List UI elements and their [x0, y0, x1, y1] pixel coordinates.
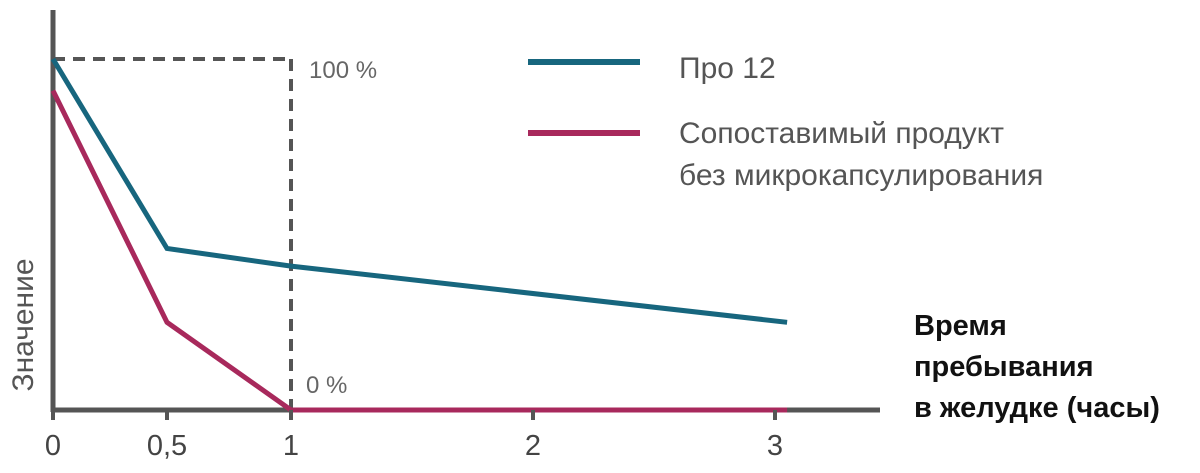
series-line-pro12 [50, 57, 788, 325]
x-axis-label-line-3: в желудке (часы) [914, 392, 1160, 424]
x-ticks: 0 0,5 1 2 3 [45, 410, 783, 462]
legend-label-pro12: Про 12 [679, 52, 776, 85]
legend-label-comparable-line-1: Сопоставимый продукт [679, 117, 1004, 150]
x-tick-label: 1 [283, 430, 299, 462]
series-line-comparable [50, 89, 788, 413]
series-layer [50, 57, 788, 413]
x-tick-label: 0,5 [147, 430, 187, 462]
x-tick-label: 0 [45, 430, 61, 462]
legend-label-comparable-line-2: без микрокапсулирования [679, 159, 1043, 192]
x-tick-label: 2 [525, 430, 541, 462]
x-tick-label: 3 [767, 430, 783, 462]
reference-box [53, 57, 293, 410]
x-axis-label-line-2: пребывания [914, 351, 1094, 383]
y-axis-label: Значение [7, 258, 40, 391]
x-axis-label-line-1: Время [914, 310, 1007, 342]
reference-label-top: 100 % [309, 57, 377, 84]
reference-label-bottom: 0 % [306, 372, 347, 399]
